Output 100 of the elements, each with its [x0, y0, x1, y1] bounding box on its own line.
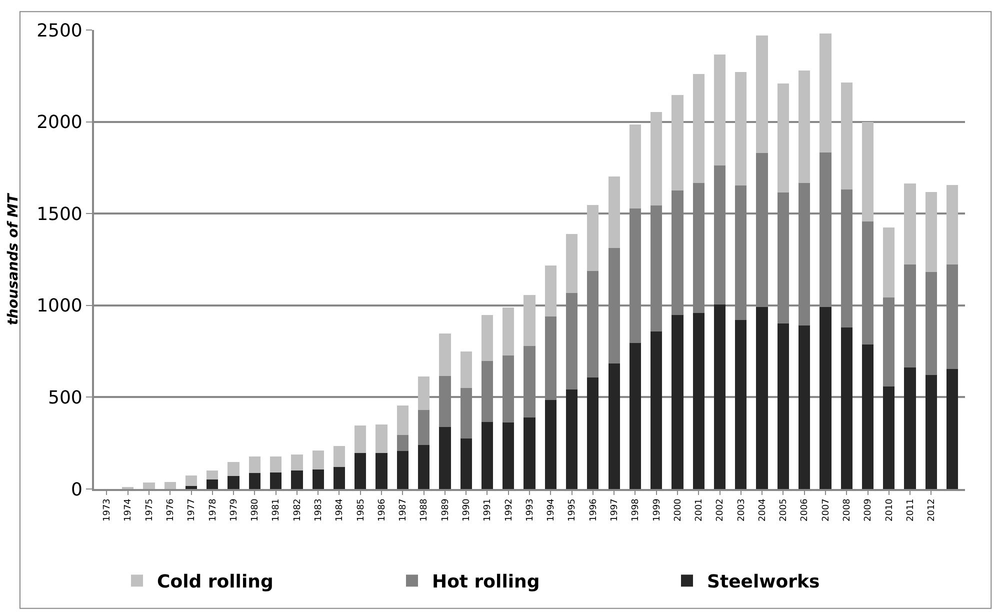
bar — [333, 446, 346, 468]
bar — [566, 389, 578, 489]
bar — [692, 313, 704, 489]
x-tick-label: 1992 — [504, 498, 514, 522]
legend-label: Steelworks — [707, 572, 820, 593]
x-tick-label: 1986 — [377, 498, 388, 522]
x-tick-label: 1987 — [398, 498, 409, 522]
bar — [820, 34, 832, 152]
y-tick-label: 2000 — [36, 112, 82, 134]
bar — [460, 351, 472, 388]
x-tick-label: 1978 — [208, 498, 218, 522]
bar — [566, 234, 578, 293]
y-axis-title: thousands of MT — [6, 192, 22, 326]
bar — [164, 482, 176, 489]
bar — [333, 467, 346, 489]
x-tick-label: 1983 — [314, 498, 324, 522]
x-tick-label: 2010 — [884, 498, 895, 522]
bar — [248, 456, 260, 473]
x-tick-label: 1979 — [229, 498, 240, 522]
x-tick-label: 2008 — [842, 498, 853, 522]
bar — [524, 417, 536, 489]
x-tick-label: 1976 — [166, 498, 176, 522]
y-tick-label: 0 — [70, 479, 82, 500]
bar — [206, 470, 218, 480]
bar — [608, 363, 620, 489]
x-tick-label: 1998 — [631, 498, 642, 522]
x-tick-label: 2002 — [716, 498, 726, 522]
bar — [672, 94, 684, 190]
bar — [777, 324, 789, 489]
bar — [587, 204, 599, 271]
x-tick-label: 2012 — [927, 498, 938, 522]
bar — [460, 438, 472, 489]
bar — [396, 405, 408, 436]
bar — [946, 184, 958, 264]
bar — [756, 307, 768, 489]
bar — [692, 74, 704, 183]
y-tick-label: 500 — [48, 388, 82, 408]
bar — [587, 378, 599, 489]
bar — [439, 427, 451, 489]
legend-label: Hot rolling — [432, 572, 540, 593]
bar — [714, 54, 726, 166]
x-tick-label: 2003 — [736, 498, 747, 522]
legend-label: Cold rolling — [157, 572, 274, 593]
bar — [862, 122, 874, 222]
bar — [418, 444, 430, 489]
x-tick-label: 1981 — [272, 498, 282, 522]
bar — [820, 307, 832, 489]
bar — [629, 343, 642, 489]
bar — [883, 228, 895, 298]
x-tick-label: 1996 — [588, 498, 599, 522]
bar — [228, 462, 240, 476]
x-tick-label: 1980 — [250, 498, 261, 522]
bar — [206, 480, 218, 489]
x-tick-label: 2005 — [779, 498, 790, 522]
x-tick-label: 1994 — [546, 498, 557, 522]
bar — [354, 453, 366, 489]
bar — [862, 344, 874, 489]
bar — [524, 294, 536, 346]
bar — [396, 450, 408, 489]
bar — [502, 307, 514, 356]
x-tick-label: 1977 — [187, 498, 198, 522]
x-tick-label: 1993 — [525, 498, 536, 522]
y-tick-label: 1000 — [36, 296, 82, 317]
bar — [544, 400, 556, 489]
x-tick-label: 1975 — [144, 498, 155, 522]
y-tick-label: 1500 — [36, 204, 82, 225]
x-tick-label: 2009 — [864, 498, 874, 522]
x-tick-label: 1973 — [102, 498, 113, 522]
x-tick-label: 2001 — [694, 498, 705, 522]
x-tick-label: 1988 — [420, 498, 430, 522]
x-tick-label: 2004 — [758, 498, 768, 522]
x-tick-label: 1999 — [652, 498, 662, 522]
bar — [777, 84, 789, 192]
bar — [672, 315, 684, 489]
bar — [312, 450, 324, 470]
bar — [228, 476, 240, 489]
x-tick-label: 2000 — [673, 498, 684, 522]
x-tick-label: 2007 — [821, 498, 832, 522]
bar — [185, 475, 198, 486]
bar — [376, 453, 388, 489]
bar — [883, 386, 895, 489]
bar — [756, 36, 768, 154]
bar — [735, 320, 747, 489]
y-tick-label: 2500 — [36, 20, 82, 42]
bar — [502, 422, 514, 489]
bar — [185, 486, 198, 489]
x-tick-label: 1982 — [292, 498, 303, 522]
bar — [714, 304, 726, 489]
bar — [798, 326, 810, 489]
bar — [650, 112, 662, 206]
bar — [650, 332, 662, 489]
bar — [481, 315, 494, 361]
bar — [291, 470, 303, 489]
bar — [312, 469, 324, 489]
bar — [143, 482, 155, 489]
x-tick-label: 1991 — [483, 498, 494, 522]
bar — [629, 124, 642, 209]
x-tick-label: 1985 — [356, 498, 366, 522]
bar — [925, 192, 937, 272]
bar — [925, 375, 937, 489]
